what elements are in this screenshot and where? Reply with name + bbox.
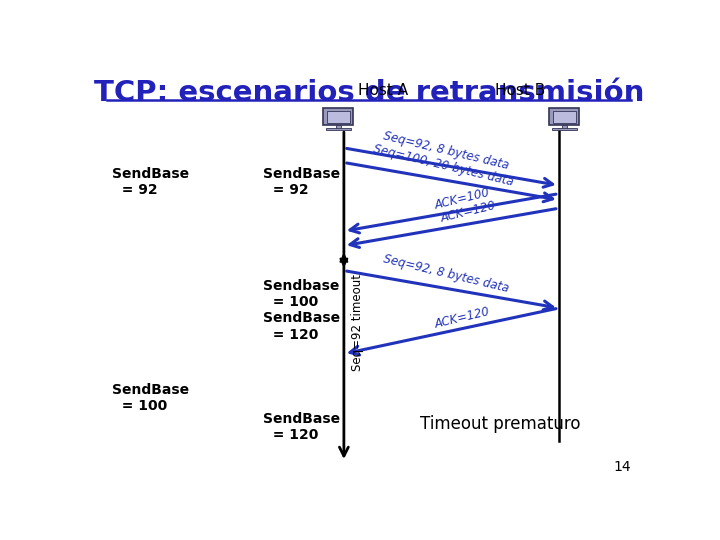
Text: Seq=92, 8 bytes data: Seq=92, 8 bytes data	[382, 130, 510, 173]
FancyBboxPatch shape	[325, 128, 351, 130]
FancyBboxPatch shape	[553, 111, 575, 123]
Text: Sendbase
  = 100
SendBase
  = 120: Sendbase = 100 SendBase = 120	[263, 279, 340, 341]
FancyBboxPatch shape	[562, 125, 567, 129]
Text: Host A: Host A	[358, 83, 408, 98]
FancyBboxPatch shape	[323, 108, 354, 125]
Text: Timeout prematuro: Timeout prematuro	[420, 415, 580, 433]
Text: Seq=92, 8 bytes data: Seq=92, 8 bytes data	[382, 252, 510, 295]
Text: TCP: escenarios de retransmisión: TCP: escenarios de retransmisión	[94, 79, 644, 107]
Text: Seq=92 timeout: Seq=92 timeout	[351, 274, 364, 371]
FancyBboxPatch shape	[552, 128, 577, 130]
FancyBboxPatch shape	[336, 125, 341, 129]
Text: SendBase
  = 92: SendBase = 92	[263, 167, 340, 197]
FancyBboxPatch shape	[549, 108, 580, 125]
Text: Host B: Host B	[495, 83, 545, 98]
Text: ACK=100: ACK=100	[433, 186, 491, 212]
Text: SendBase
  = 100: SendBase = 100	[112, 383, 189, 413]
Text: ACK=120: ACK=120	[439, 199, 497, 225]
FancyBboxPatch shape	[327, 111, 350, 123]
Text: ACK=120: ACK=120	[433, 305, 491, 330]
Text: SendBase
  = 120: SendBase = 120	[263, 412, 340, 442]
Text: Seq=100, 20 bytes data: Seq=100, 20 bytes data	[372, 142, 515, 188]
Text: SendBase
  = 92: SendBase = 92	[112, 167, 189, 197]
Text: 14: 14	[613, 461, 631, 474]
